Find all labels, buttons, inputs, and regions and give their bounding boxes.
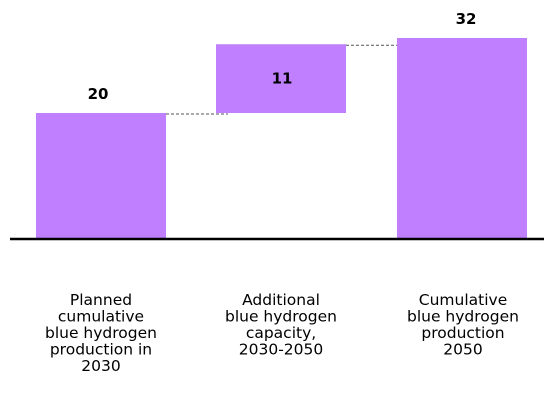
category-label-1: Planned cumulative blue hydrogen production… — [45, 291, 157, 375]
category-label-line: Cumulative — [419, 291, 507, 309]
category-label-line: production in — [50, 341, 152, 359]
category-label-line: blue hydrogen — [225, 308, 337, 326]
category-label-2: Additional blue hydrogen capacity, 2030-205… — [225, 291, 337, 359]
bar-2 — [216, 44, 346, 113]
category-label-line: 2030 — [81, 357, 120, 375]
category-label-3: Cumulative blue hydrogen production 2050 — [407, 291, 519, 359]
value-label-1: 20 — [88, 85, 109, 103]
category-label-group: Planned cumulative blue hydrogen production… — [45, 291, 519, 375]
category-label-line: blue hydrogen — [407, 308, 519, 326]
category-label-line: capacity, — [246, 324, 316, 342]
category-label-line: blue hydrogen — [45, 324, 157, 342]
value-label-3: 32 — [456, 10, 477, 28]
connector-lines — [146, 44, 409, 115]
bar-group — [36, 38, 527, 238]
category-label-line: 2030-2050 — [239, 341, 324, 359]
bar-3 — [397, 38, 527, 238]
category-label-line: cumulative — [58, 308, 144, 326]
category-label-line: 2050 — [443, 341, 482, 359]
category-label-line: production — [421, 324, 504, 342]
category-label-line: Additional — [242, 291, 320, 309]
value-label-2: 11 — [272, 70, 293, 88]
bar-1 — [36, 113, 166, 238]
category-label-line: Planned — [70, 291, 132, 309]
value-label-group: 20 11 32 — [88, 10, 477, 103]
